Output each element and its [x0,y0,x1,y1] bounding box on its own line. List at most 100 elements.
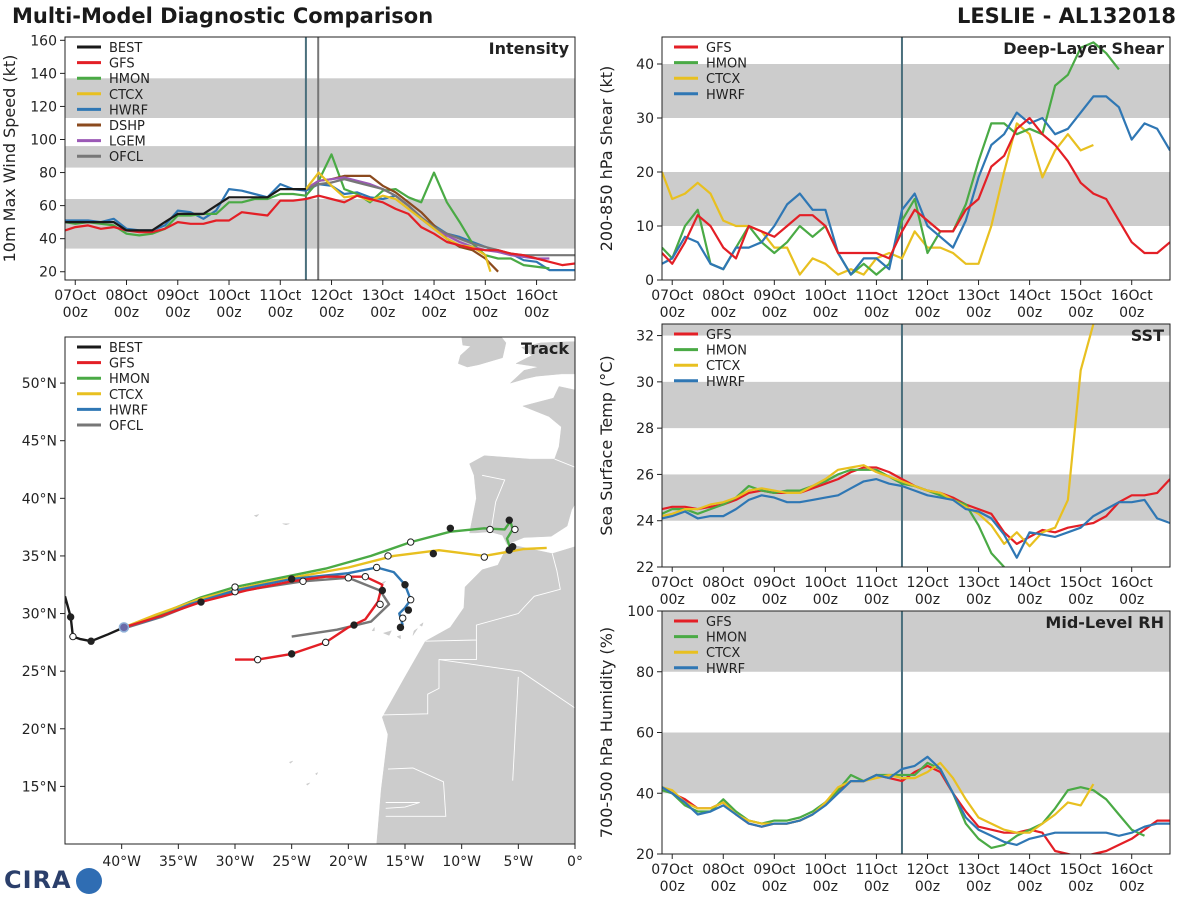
storm-id-title: LESLIE - AL132018 [956,4,1176,28]
x-tick-label: 00z [319,305,344,321]
x-tick-label: 08Oct [702,288,745,304]
y-tick-label: 60 [636,726,654,742]
y-tick-label: 20 [636,165,654,181]
x-tick-label: 13Oct [958,575,1001,591]
x-tick-label: 07Oct [54,288,97,304]
x-tick-label: 13Oct [958,288,1001,304]
track-ctcx [123,546,547,629]
lat-tick-label: 20°N [22,722,57,738]
x-tick-label: 00z [915,879,940,895]
series-hwrf [662,95,1170,276]
x-tick-label: 00z [660,592,685,608]
series-hmon [65,153,550,270]
track-position-marker [253,655,262,664]
x-tick-label: 13Oct [958,862,1001,878]
border-0 [425,553,561,642]
y-tick-label: 20 [39,265,57,281]
chart-rh: 2040608010007Oct00z08Oct00z09Oct00z10Oct… [597,604,1171,895]
legend-label: CTCX [109,388,143,403]
track-position-marker [480,553,489,561]
panel-title: Deep-Layer Shear [1003,39,1164,58]
land-10 [282,523,290,526]
border-2 [438,659,575,709]
y-axis-label: Sea Surface Temp (°C) [597,355,616,535]
lon-tick-label: 30°W [216,854,255,870]
figure-title: Multi-Model Diagnostic Comparison [12,4,434,28]
lat-tick-label: 45°N [22,434,57,450]
track-position-marker [87,637,95,645]
x-tick-label: 16Oct [516,288,559,304]
x-tick-label: 00z [660,305,685,321]
y-tick-label: 28 [636,421,654,437]
band-1 [662,64,1170,118]
x-tick-label: 07Oct [651,575,694,591]
track-position-marker [231,583,239,591]
x-tick-label: 07Oct [651,288,694,304]
border-5 [385,802,420,809]
land-12 [305,782,310,786]
track-position-marker [396,623,405,632]
x-tick-label: 00z [165,305,190,321]
band-0 [662,474,1170,521]
y-tick-label: 100 [30,132,57,148]
x-tick-label: 11Oct [259,288,302,304]
track-position-marker [69,632,77,641]
logo-badge-icon [75,868,102,894]
border-6 [482,474,506,531]
panel-title: SST [1131,326,1164,345]
x-tick-label: 10Oct [804,288,847,304]
track-position-marker [446,524,455,532]
legend-label: GFS [109,357,135,372]
x-tick-label: 15Oct [1060,575,1103,591]
x-tick-label: 00z [915,305,940,321]
track-position-marker [376,600,384,609]
lat-tick-label: 35°N [22,549,57,565]
logo-text: CIRA [4,866,72,894]
y-tick-label: 80 [636,665,654,681]
legend-label: CTCX [109,88,143,103]
track-position-marker [66,613,75,621]
cira-logo: CIRA [4,866,102,894]
x-tick-label: 00z [1068,305,1093,321]
band-1 [65,146,575,168]
track-position-marker [406,538,415,546]
band-1 [662,381,1170,429]
land-2 [510,341,575,384]
lat-tick-label: 25°N [22,664,57,680]
land-1 [469,386,575,545]
x-tick-label: 10Oct [804,575,847,591]
lon-tick-label: 10°W [442,854,481,870]
lon-tick-label: 20°W [329,854,368,870]
x-tick-label: 07Oct [651,862,694,878]
x-tick-label: 00z [1017,592,1042,608]
x-tick-label: 13Oct [362,288,405,304]
track-position-marker [406,596,415,604]
legend-label: LGEM [109,135,146,150]
x-tick-label: 16Oct [1111,575,1154,591]
x-tick-label: 12Oct [906,575,949,591]
track-position-marker [372,563,381,572]
current-position-marker [118,622,130,633]
x-tick-label: 00z [864,592,889,608]
series-hwrf [662,755,1170,846]
track-position-marker [511,525,519,534]
land-13 [288,760,293,764]
x-tick-label: 16Oct [1111,862,1154,878]
chart-sst: 22242628303207Oct00z08Oct00z09Oct00z10Oc… [597,323,1171,608]
x-tick-label: 09Oct [753,575,796,591]
legend-label: BEST [109,41,142,56]
legend-label: CTCX [706,646,740,661]
legend-label: HMON [109,372,150,387]
plot-frame [661,36,1171,281]
y-tick-label: 80 [39,166,57,182]
track-position-marker [384,552,392,560]
lat-tick-label: 40°N [22,491,57,507]
y-tick-label: 60 [39,199,57,215]
legend-label: HWRF [706,375,745,390]
x-tick-label: 00z [966,305,991,321]
